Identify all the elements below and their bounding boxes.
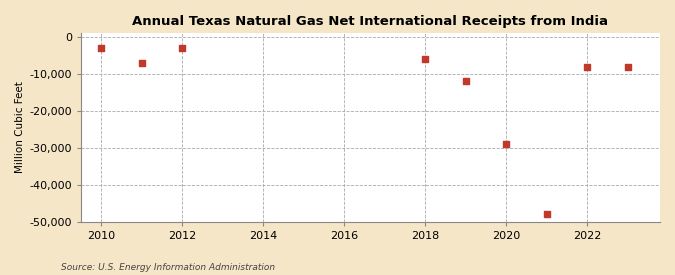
Point <box>622 64 633 69</box>
Point <box>460 79 471 84</box>
Title: Annual Texas Natural Gas Net International Receipts from India: Annual Texas Natural Gas Net Internation… <box>132 15 608 28</box>
Point <box>136 61 147 65</box>
Text: Source: U.S. Energy Information Administration: Source: U.S. Energy Information Administ… <box>61 263 275 272</box>
Y-axis label: Million Cubic Feet: Million Cubic Feet <box>15 82 25 174</box>
Point <box>420 57 431 61</box>
Point <box>541 212 552 216</box>
Point <box>96 46 107 50</box>
Point <box>501 142 512 146</box>
Point <box>582 64 593 69</box>
Point <box>177 46 188 50</box>
